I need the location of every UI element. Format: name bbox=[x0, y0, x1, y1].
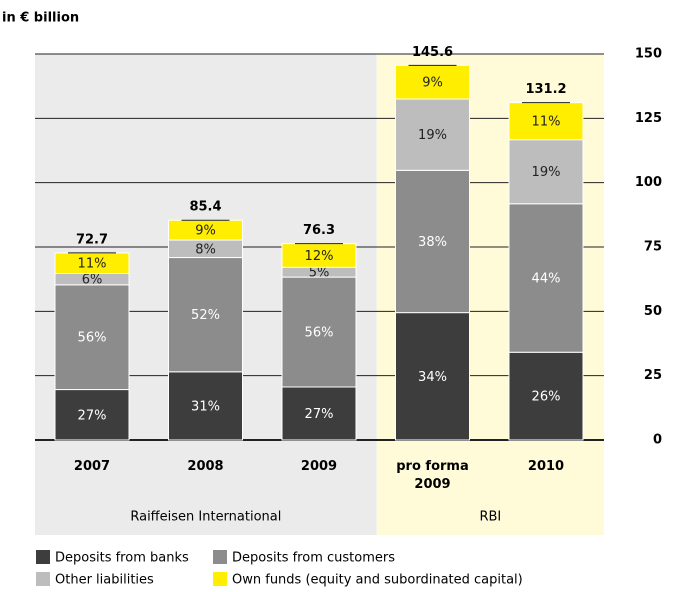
bar-segment bbox=[168, 371, 243, 441]
group-label: Raiffeisen International bbox=[130, 510, 281, 525]
x-tick-label: 2008 bbox=[187, 459, 224, 474]
y-tick-label: 50 bbox=[644, 304, 662, 319]
bar-segment bbox=[395, 64, 470, 100]
y-axis-label: in € billion bbox=[2, 11, 79, 26]
x-tick-label: 2010 bbox=[527, 459, 565, 474]
segment-label: 27% bbox=[78, 408, 107, 423]
segment-label: 9% bbox=[422, 76, 443, 91]
segment-label: 26% bbox=[532, 390, 561, 405]
y-tick-label: 100 bbox=[635, 175, 662, 190]
legend-label: Deposits from customers bbox=[232, 551, 395, 566]
bar-segment bbox=[395, 169, 470, 314]
legend-label: Other liabilities bbox=[55, 573, 154, 588]
x-tick-label: 2009 bbox=[300, 459, 338, 474]
segment-label: 44% bbox=[532, 272, 561, 287]
bar-segment bbox=[395, 312, 470, 441]
total-label: 76.3 bbox=[303, 223, 335, 238]
segment-label: 9% bbox=[195, 224, 216, 239]
y-tick-label: 150 bbox=[635, 47, 662, 62]
segment-label: 11% bbox=[532, 115, 561, 130]
segment-label: 31% bbox=[191, 399, 220, 414]
segment-label: 19% bbox=[532, 165, 561, 180]
segment-label: 6% bbox=[82, 273, 103, 288]
bar-segment bbox=[168, 257, 243, 373]
segment-label: 52% bbox=[191, 308, 220, 323]
legend-swatch bbox=[36, 550, 50, 564]
legend-swatch bbox=[36, 572, 50, 586]
y-tick-label: 75 bbox=[644, 240, 662, 255]
total-label: 145.6 bbox=[412, 45, 453, 60]
y-tick-label: 25 bbox=[644, 368, 662, 383]
segment-label: 56% bbox=[78, 331, 107, 346]
total-label: 85.4 bbox=[189, 200, 221, 215]
legend-label: Own funds (equity and subordinated capit… bbox=[232, 573, 523, 588]
bar-segment bbox=[395, 98, 470, 171]
segment-label: 5% bbox=[309, 266, 330, 281]
segment-label: 8% bbox=[195, 242, 216, 257]
segment-label: 27% bbox=[305, 407, 334, 422]
total-label: 72.7 bbox=[76, 232, 108, 247]
bar-segment bbox=[508, 102, 584, 141]
segment-label: 12% bbox=[305, 249, 334, 264]
total-label: 131.2 bbox=[525, 82, 566, 97]
legend-swatch bbox=[213, 550, 227, 564]
bar-segment bbox=[281, 276, 357, 388]
y-tick-label: 0 bbox=[653, 433, 662, 448]
group-label: RBI bbox=[479, 510, 501, 525]
segment-label: 34% bbox=[418, 370, 447, 385]
legend-label: Deposits from banks bbox=[55, 551, 189, 566]
bar-segment bbox=[54, 284, 130, 391]
segment-label: 38% bbox=[418, 235, 447, 250]
y-tick-label: 125 bbox=[635, 111, 662, 126]
bar-segment bbox=[54, 389, 130, 441]
x-tick-label: 2007 bbox=[73, 459, 111, 474]
segment-label: 56% bbox=[305, 326, 334, 341]
bar-segment bbox=[508, 203, 584, 353]
legend-swatch bbox=[213, 572, 227, 586]
segment-label: 19% bbox=[418, 128, 447, 143]
bar-segment bbox=[508, 351, 584, 441]
x-tick-label: pro forma 2009 bbox=[396, 459, 469, 492]
bar-segment bbox=[508, 139, 584, 205]
segment-label: 11% bbox=[78, 257, 107, 272]
